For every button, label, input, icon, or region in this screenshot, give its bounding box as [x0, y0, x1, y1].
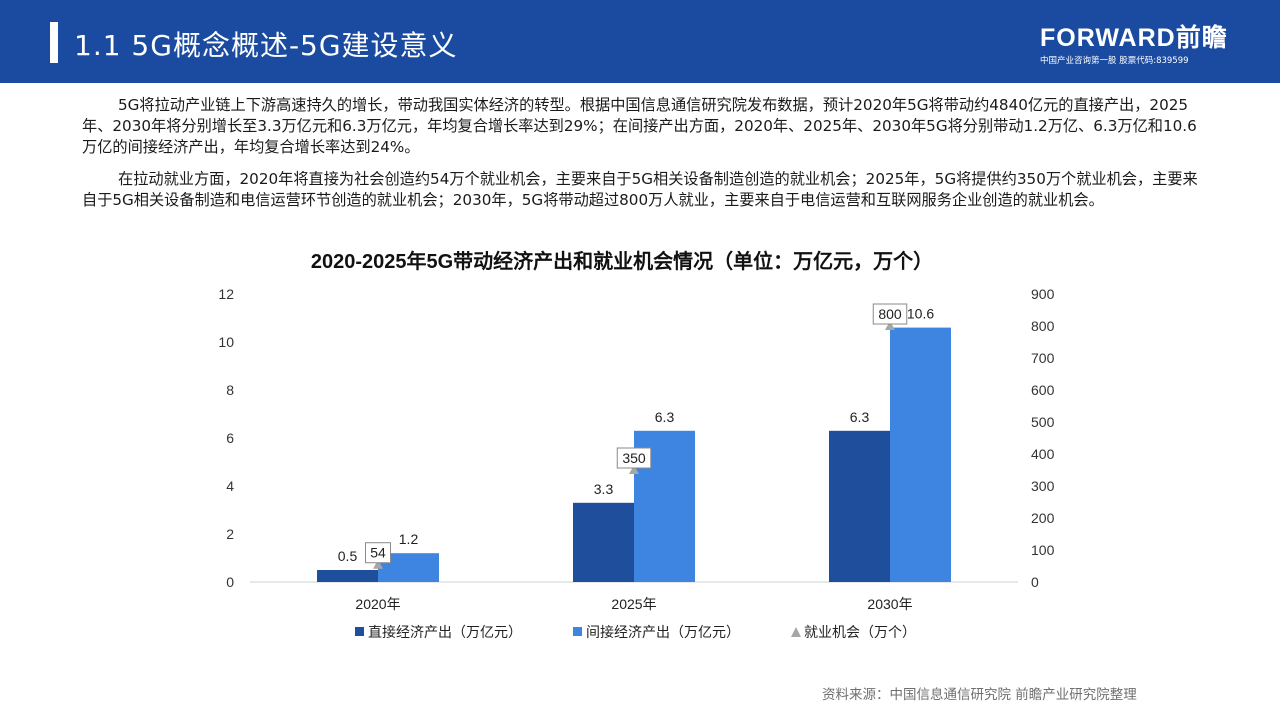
- brand-logo: FORWARD前瞻: [1040, 24, 1228, 52]
- y-right-tick-label: 200: [1031, 510, 1055, 526]
- bar-value-label: 6.3: [655, 409, 675, 425]
- y-left-tick-label: 4: [226, 478, 234, 494]
- y-right-tick-label: 900: [1031, 286, 1055, 302]
- economic-output-chart: 2020-2025年5G带动经济产出和就业机会情况（单位：万亿元，万个） 0 2 4…: [218, 249, 1055, 640]
- employment-marker: [373, 559, 383, 569]
- employment-value-label: 54: [370, 545, 386, 561]
- brand-tagline: 中国产业咨询第一股 股票代码:839599: [1040, 56, 1189, 66]
- chart-legend: 直接经济产出（万亿元） 间接经济产出（万亿元） 就业机会（万个）: [355, 624, 916, 640]
- y-right-tick-label: 800: [1031, 318, 1055, 334]
- y-left-tick-label: 0: [226, 574, 234, 590]
- chart-title: 2020-2025年5G带动经济产出和就业机会情况（单位：万亿元，万个）: [311, 249, 933, 273]
- y-left-tick-label: 10: [218, 334, 234, 350]
- employment-marker: [885, 321, 895, 330]
- legend-marker-swatch: [791, 627, 801, 637]
- y-left-tick-label: 2: [226, 526, 234, 542]
- legend-swatch: [355, 627, 364, 636]
- employment-label-box: [365, 542, 391, 564]
- y-right-tick-label: 600: [1031, 382, 1055, 398]
- legend-label: 就业机会（万个）: [804, 624, 916, 640]
- employment-label-box: [872, 303, 908, 325]
- y-right-tick-label: 400: [1031, 446, 1055, 462]
- bar-value-label: 3.3: [594, 481, 614, 497]
- bar-value-label: 6.3: [850, 409, 870, 425]
- legend-label: 直接经济产出（万亿元）: [368, 624, 522, 640]
- employment-marker: [629, 465, 639, 474]
- bar-direct: [573, 502, 634, 582]
- y-right-tick-label: 500: [1031, 414, 1055, 430]
- bar-direct: [317, 570, 378, 582]
- bar-value-label: 0.5: [338, 548, 358, 564]
- bar-value-label: 1.2: [399, 531, 419, 547]
- x-category-label: 2025年: [611, 596, 656, 612]
- y-left-tick-label: 6: [226, 430, 234, 446]
- brand-block: FORWARD前瞻 中国产业咨询第一股 股票代码:839599: [1040, 24, 1240, 66]
- chart-data-labels: 0.5 1.2 3.3 6.3 6.3 10.6: [338, 306, 935, 564]
- bar-direct: [829, 430, 890, 582]
- header-banner: 1.1 5G概念概述-5G建设意义 FORWARD前瞻 中国产业咨询第一股 股票…: [0, 0, 1280, 83]
- legend-swatch: [573, 627, 582, 636]
- bar-value-label: 10.6: [907, 306, 934, 322]
- bar-indirect: [890, 327, 951, 582]
- employment-value-label: 800: [878, 306, 902, 322]
- y-left-tick-label: 8: [226, 382, 234, 398]
- page-title: 1.1 5G概念概述-5G建设意义: [74, 29, 458, 62]
- header-accent-bar: [50, 22, 58, 63]
- chart-markers: 54 350 800: [365, 303, 908, 569]
- source-note: 资料来源：中国信息通信研究院 前瞻产业研究院整理: [822, 687, 1137, 703]
- legend-label: 间接经济产出（万亿元）: [586, 624, 740, 640]
- x-category-label: 2030年: [867, 596, 912, 612]
- x-category-label: 2020年: [355, 596, 400, 612]
- intro-paragraph-employment: 在拉动就业方面，2020年将直接为社会创造约54万个就业机会，主要来自于5G相关…: [82, 170, 1198, 209]
- y-right-tick-label: 100: [1031, 542, 1055, 558]
- intro-paragraph-output: 5G将拉动产业链上下游高速持久的增长，带动我国实体经济的转型。根据中国信息通信研…: [82, 96, 1197, 156]
- y-left-tick-label: 12: [218, 286, 234, 302]
- y-right-tick-label: 0: [1031, 574, 1039, 590]
- employment-value-label: 350: [622, 450, 646, 466]
- y-right-tick-label: 700: [1031, 350, 1055, 366]
- y-right-tick-label: 300: [1031, 478, 1055, 494]
- employment-label-box: [616, 447, 652, 469]
